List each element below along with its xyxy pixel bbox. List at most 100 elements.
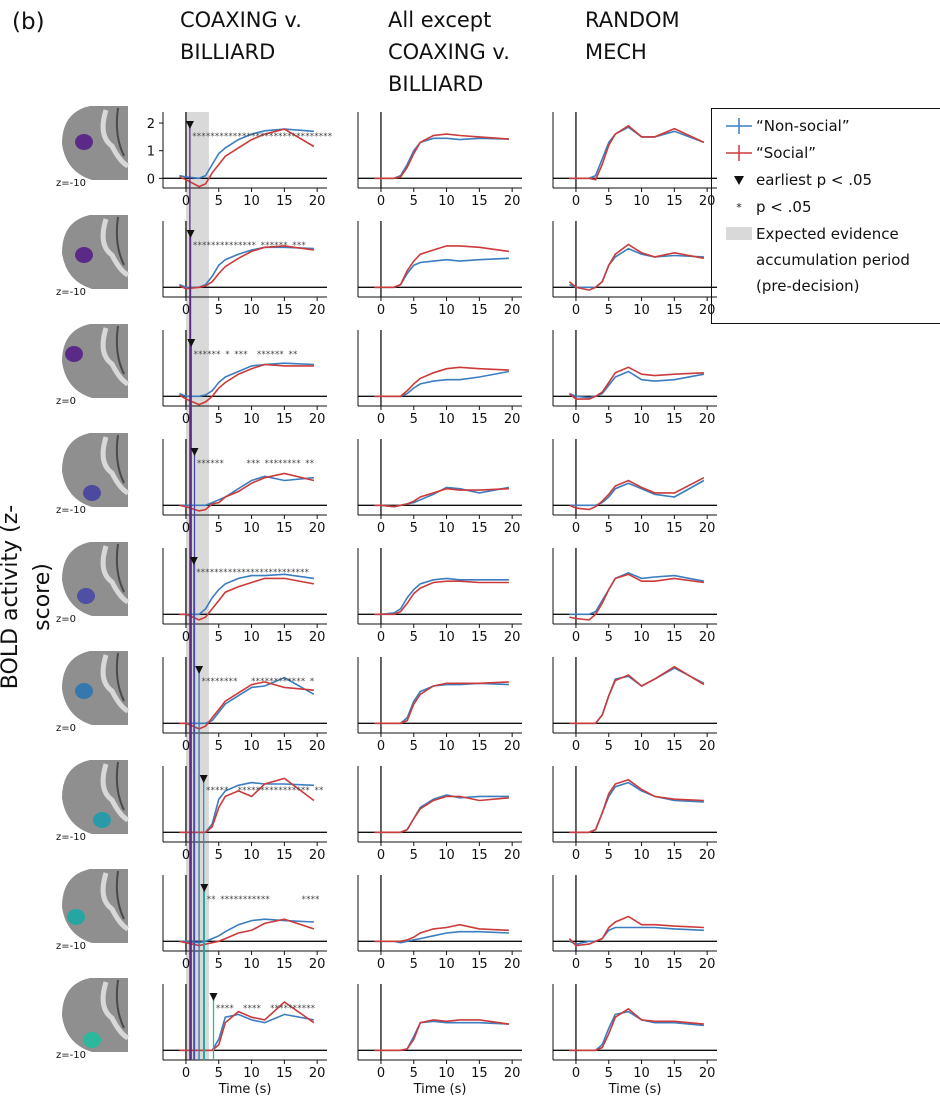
brain-roi bbox=[67, 909, 85, 925]
x-tick-label: 5 bbox=[410, 630, 418, 645]
slice-label: z=-10 bbox=[56, 505, 86, 516]
significance-stars: ****** *** ******** ** bbox=[196, 459, 314, 469]
x-tick-label: 0 bbox=[182, 521, 190, 536]
x-tick-label: 10 bbox=[633, 739, 650, 754]
series-line bbox=[569, 667, 704, 724]
x-tick-label: 15 bbox=[471, 303, 488, 318]
x-tick-label: 15 bbox=[471, 957, 488, 972]
x-tick-label: 20 bbox=[309, 303, 326, 318]
x-tick-label: 10 bbox=[438, 957, 455, 972]
x-tick-label: 5 bbox=[605, 1066, 613, 1081]
x-tick-label: 10 bbox=[633, 521, 650, 536]
column-title: RANDOM MECH bbox=[585, 4, 685, 68]
significance-stars: ************** ****** *** bbox=[193, 241, 306, 251]
panel: 05101520 bbox=[553, 548, 717, 645]
y-tick-label: 0 bbox=[147, 172, 155, 187]
x-tick-label: 0 bbox=[572, 194, 580, 209]
series-line bbox=[374, 1020, 509, 1050]
significance-stars: ******** ************ * bbox=[201, 677, 314, 687]
x-tick-label: 5 bbox=[410, 848, 418, 863]
x-tick-label: 0 bbox=[182, 303, 190, 318]
x-tick-label: 15 bbox=[666, 303, 683, 318]
slice-label: z=-10 bbox=[56, 941, 86, 952]
brain-slice bbox=[62, 869, 128, 943]
x-tick-label: 5 bbox=[605, 957, 613, 972]
x-tick-label: 15 bbox=[666, 1066, 683, 1081]
x-tick-label: 20 bbox=[699, 957, 716, 972]
x-tick-label: 20 bbox=[309, 957, 326, 972]
x-tick-label: 5 bbox=[215, 848, 223, 863]
x-tick-label: 10 bbox=[633, 1066, 650, 1081]
x-tick-label: 0 bbox=[572, 303, 580, 318]
brain-slice bbox=[62, 542, 128, 616]
x-tick-label: 10 bbox=[243, 739, 260, 754]
x-tick-label: 10 bbox=[243, 630, 260, 645]
x-tick-label: 0 bbox=[377, 412, 385, 427]
series-line bbox=[374, 138, 509, 178]
legend-label: “Social” bbox=[756, 140, 936, 166]
x-tick-label: 0 bbox=[182, 630, 190, 645]
x-tick-label: 15 bbox=[276, 848, 293, 863]
x-tick-label: 5 bbox=[410, 1066, 418, 1081]
x-tick-label: 15 bbox=[666, 412, 683, 427]
x-tick-label: 10 bbox=[438, 630, 455, 645]
x-tick-label: 0 bbox=[182, 848, 190, 863]
brain-slice bbox=[62, 106, 128, 180]
x-tick-label: 10 bbox=[633, 630, 650, 645]
x-axis-label: Time (s) bbox=[413, 1082, 467, 1097]
x-tick-label: 5 bbox=[605, 630, 613, 645]
x-tick-label: 15 bbox=[666, 521, 683, 536]
x-tick-label: 5 bbox=[215, 521, 223, 536]
x-tick-label: 15 bbox=[276, 1066, 293, 1081]
x-tick-label: 10 bbox=[633, 412, 650, 427]
brain-roi bbox=[75, 683, 93, 699]
x-tick-label: 0 bbox=[572, 521, 580, 536]
x-tick-label: 0 bbox=[377, 848, 385, 863]
significance-stars: ******************************* bbox=[192, 132, 333, 142]
svg-text:*: * bbox=[736, 201, 742, 214]
earliest-marker bbox=[210, 993, 218, 1001]
legend-label: earliest p < .05 bbox=[756, 167, 936, 193]
x-tick-label: 15 bbox=[471, 739, 488, 754]
series-line bbox=[374, 581, 509, 614]
x-axis-label: Time (s) bbox=[608, 1082, 662, 1097]
x-tick-label: 10 bbox=[243, 1066, 260, 1081]
panel: 05101520 bbox=[358, 330, 522, 427]
x-tick-label: 5 bbox=[605, 848, 613, 863]
x-tick-label: 0 bbox=[377, 194, 385, 209]
x-tick-label: 5 bbox=[215, 630, 223, 645]
x-tick-label: 10 bbox=[243, 848, 260, 863]
panel: 05101520 bbox=[553, 875, 717, 972]
x-tick-label: 10 bbox=[243, 303, 260, 318]
x-tick-label: 0 bbox=[377, 957, 385, 972]
x-tick-label: 0 bbox=[572, 739, 580, 754]
x-tick-label: 0 bbox=[572, 412, 580, 427]
panel: 05101520 bbox=[358, 548, 522, 645]
legend: “Non-social” “Social” earliest p < .05 *… bbox=[711, 108, 940, 324]
significance-stars: ** *********** **** bbox=[206, 895, 319, 905]
legend-label: Expected evidence accumulation period (p… bbox=[756, 221, 936, 299]
panel: 05101520 bbox=[358, 766, 522, 863]
x-tick-label: 15 bbox=[666, 957, 683, 972]
x-tick-label: 5 bbox=[410, 739, 418, 754]
series-line bbox=[374, 246, 509, 287]
series-line bbox=[569, 574, 704, 620]
x-tick-label: 15 bbox=[276, 739, 293, 754]
series-line bbox=[374, 683, 509, 723]
x-tick-label: 20 bbox=[504, 303, 521, 318]
x-tick-label: 0 bbox=[377, 303, 385, 318]
panel: 05101520 bbox=[553, 112, 717, 209]
x-tick-label: 20 bbox=[504, 1066, 521, 1081]
x-tick-label: 15 bbox=[666, 739, 683, 754]
x-tick-label: 5 bbox=[605, 303, 613, 318]
x-tick-label: 10 bbox=[633, 303, 650, 318]
x-tick-label: 5 bbox=[215, 1066, 223, 1081]
significance-stars: ************************* bbox=[196, 568, 309, 578]
slice-label: z=0 bbox=[56, 614, 76, 625]
x-tick-label: 0 bbox=[572, 848, 580, 863]
brain-roi bbox=[75, 247, 93, 263]
series-line bbox=[374, 367, 509, 396]
series-line bbox=[374, 372, 509, 397]
x-tick-label: 0 bbox=[182, 412, 190, 427]
